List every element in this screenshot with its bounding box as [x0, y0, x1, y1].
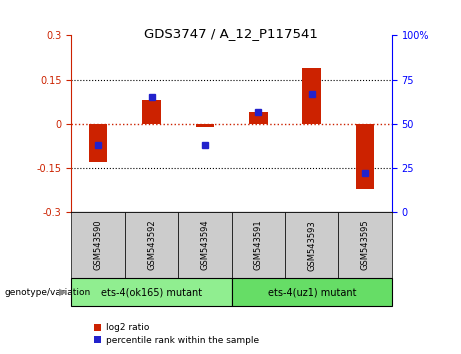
Bar	[285, 212, 338, 278]
Text: GSM543591: GSM543591	[254, 220, 263, 270]
Bar	[125, 212, 178, 278]
Bar	[249, 112, 268, 124]
Text: genotype/variation: genotype/variation	[5, 287, 91, 297]
Bar	[356, 124, 374, 189]
Text: GDS3747 / A_12_P117541: GDS3747 / A_12_P117541	[143, 27, 318, 40]
Text: GSM543590: GSM543590	[94, 220, 103, 270]
Text: GSM543593: GSM543593	[307, 220, 316, 270]
Bar	[231, 212, 285, 278]
Bar	[302, 68, 321, 124]
Bar	[71, 212, 125, 278]
Text: GSM543595: GSM543595	[361, 220, 370, 270]
Bar	[338, 212, 392, 278]
Bar	[71, 278, 231, 306]
Bar	[195, 124, 214, 127]
Text: ▶: ▶	[59, 287, 67, 297]
Bar	[231, 278, 392, 306]
Bar	[89, 124, 107, 162]
Text: GSM543592: GSM543592	[147, 220, 156, 270]
Text: GSM543594: GSM543594	[201, 220, 209, 270]
Bar	[142, 100, 161, 124]
Text: ets-4(uz1) mutant: ets-4(uz1) mutant	[267, 287, 356, 297]
Legend: log2 ratio, percentile rank within the sample: log2 ratio, percentile rank within the s…	[92, 321, 260, 347]
Bar	[178, 212, 231, 278]
Text: ets-4(ok165) mutant: ets-4(ok165) mutant	[101, 287, 202, 297]
